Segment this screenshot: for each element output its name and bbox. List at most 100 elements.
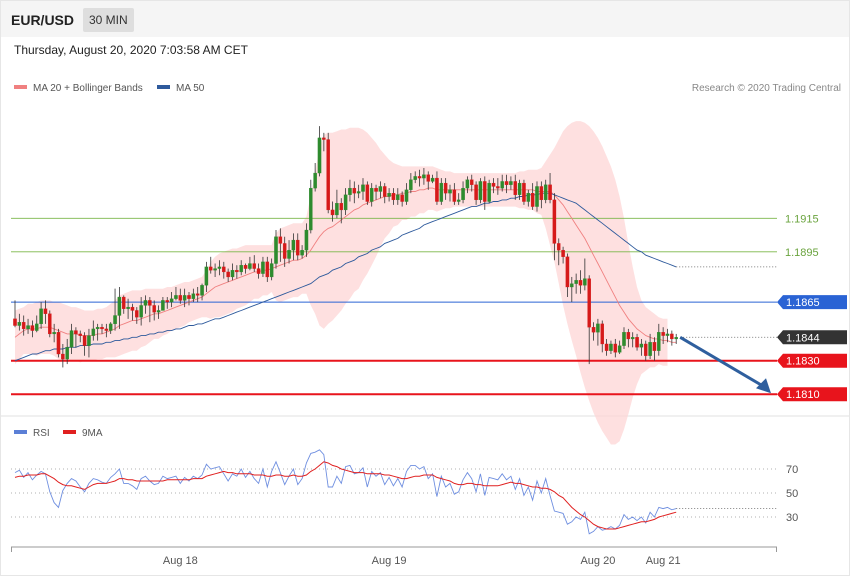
candle-body (165, 300, 169, 303)
candle (661, 327, 665, 344)
ma20-line (14, 187, 677, 343)
candle (617, 340, 622, 355)
candle (378, 181, 383, 199)
candle (61, 343, 65, 368)
candle (235, 265, 239, 279)
candle (256, 263, 261, 279)
candle (139, 297, 143, 326)
support-price-tag: 1.1810 (777, 387, 847, 402)
candle (204, 261, 209, 293)
candle-body (235, 270, 239, 273)
candle-body (439, 182, 444, 202)
rsi-tick-label: 30 (786, 512, 798, 524)
candle (670, 330, 674, 346)
candle (469, 174, 474, 192)
candle (265, 256, 270, 282)
candle-body (644, 343, 648, 356)
ma50-legend-swatch (157, 85, 170, 89)
candle-body (409, 179, 413, 190)
candle (483, 176, 487, 210)
candle-body (287, 249, 291, 259)
x-tick-label: Aug 20 (580, 555, 615, 567)
candle-body (578, 280, 583, 286)
ma50-line (14, 192, 677, 362)
forecast-arrow-layer (679, 335, 771, 394)
candle-body (195, 293, 200, 296)
candle (243, 263, 248, 274)
candle-body (391, 193, 396, 201)
candle (587, 275, 591, 365)
candle-body (448, 189, 452, 194)
rsi-legend: RSI 9MA (14, 428, 103, 439)
candle-body (187, 295, 191, 299)
candle (517, 179, 522, 200)
candle (48, 310, 52, 338)
candle-body (178, 295, 183, 301)
candle-body (78, 333, 83, 336)
candle-body (539, 186, 544, 201)
candle-body (330, 209, 335, 216)
candle (361, 178, 365, 200)
candle-body (282, 243, 287, 259)
rsi-line (14, 449, 677, 535)
candle (478, 178, 483, 204)
candle-body (522, 182, 526, 202)
candle-body (435, 177, 439, 202)
candle-body (130, 306, 135, 311)
candle (39, 302, 43, 329)
candle-body (52, 332, 56, 335)
candle (191, 288, 196, 303)
candle-body (422, 174, 426, 179)
candle (43, 300, 48, 324)
rsi-legend-swatch (14, 430, 27, 434)
level-label-1: 1.1895 (785, 247, 819, 259)
candle-body (291, 239, 296, 251)
candle (261, 256, 265, 277)
candle (126, 298, 130, 319)
candle-body (465, 179, 470, 189)
candle-body (208, 266, 213, 271)
candle-body (661, 332, 665, 336)
timeframe-button[interactable]: 30 MIN (83, 8, 134, 32)
price-tag-bg (777, 387, 847, 402)
candle (322, 132, 326, 152)
candle-body (143, 300, 148, 306)
candle (330, 201, 335, 222)
candle-body (226, 271, 230, 278)
candle-body (13, 318, 17, 326)
price-tag-bg (777, 295, 847, 310)
candle (674, 333, 678, 344)
rsi-tick-label: 70 (786, 464, 798, 476)
candle (513, 174, 518, 200)
candle (526, 189, 531, 207)
candle-body (213, 268, 217, 271)
candle-body (483, 181, 487, 202)
candle-body (356, 191, 361, 194)
candle (504, 174, 509, 194)
candle (178, 288, 183, 304)
candle-body (526, 193, 531, 202)
candle-body (204, 266, 209, 286)
candle (461, 181, 465, 204)
candle-body (100, 327, 104, 330)
candle-body (548, 184, 552, 201)
candle-body (265, 261, 270, 278)
candle-body (565, 256, 570, 288)
candle (287, 240, 291, 264)
candle-body (113, 315, 117, 325)
candle (208, 256, 213, 274)
candle-body (430, 177, 435, 182)
candle (278, 228, 283, 262)
candle-body (108, 323, 113, 331)
candle (87, 328, 91, 358)
candle-body (21, 322, 26, 330)
candle-body (326, 139, 330, 211)
candle-body (665, 333, 670, 336)
candle (335, 189, 339, 219)
candle-body (122, 296, 126, 309)
candle-body (352, 187, 357, 194)
candle (69, 323, 74, 355)
candle (195, 287, 200, 303)
candle-body (509, 181, 513, 185)
